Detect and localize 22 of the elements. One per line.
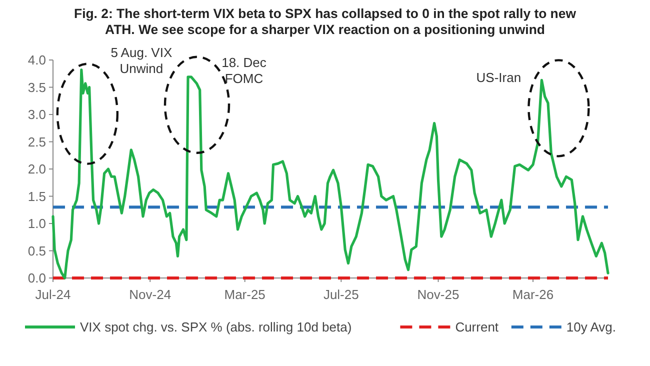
chart-title: Fig. 2: The short-term VIX beta to SPX has collapsed to 0 in the spot rally to new ATH. We see scope for a sharper VIX reaction on a positioning unwind [74, 6, 577, 37]
legend-label: VIX spot chg. vs. SPX % (abs. rolling 10d beta) [80, 320, 352, 334]
y-tick-label: 0.0 [28, 270, 46, 286]
annotation: US-Iran [476, 70, 522, 86]
x-tick-label: Jul-25 [323, 287, 359, 302]
y-tick-label: 1.0 [28, 216, 46, 231]
annotation: 18. Dec FOMC [222, 54, 267, 86]
annotation: 5 Aug. VIX Unwind [110, 44, 172, 76]
y-tick-label: 3.5 [28, 80, 46, 95]
y-tick-label: 2.5 [28, 134, 46, 150]
y-tick-label: 4.0 [28, 52, 46, 68]
x-tick-label: Nov-25 [417, 287, 460, 302]
x-tick-label: Mar-25 [224, 287, 266, 302]
x-tick-label: Mar-26 [512, 287, 554, 302]
y-tick-label: 1.5 [28, 188, 46, 204]
x-tick-label: Jul-24 [35, 287, 71, 302]
y-tick-label: 0.5 [28, 243, 46, 258]
y-tick-label: 2.0 [28, 162, 46, 176]
legend-label: Current [455, 320, 499, 334]
legend-label: 10y Avg. [566, 320, 616, 334]
x-tick-label: Nov-24 [129, 287, 172, 302]
y-tick-label: 3.0 [28, 107, 46, 122]
